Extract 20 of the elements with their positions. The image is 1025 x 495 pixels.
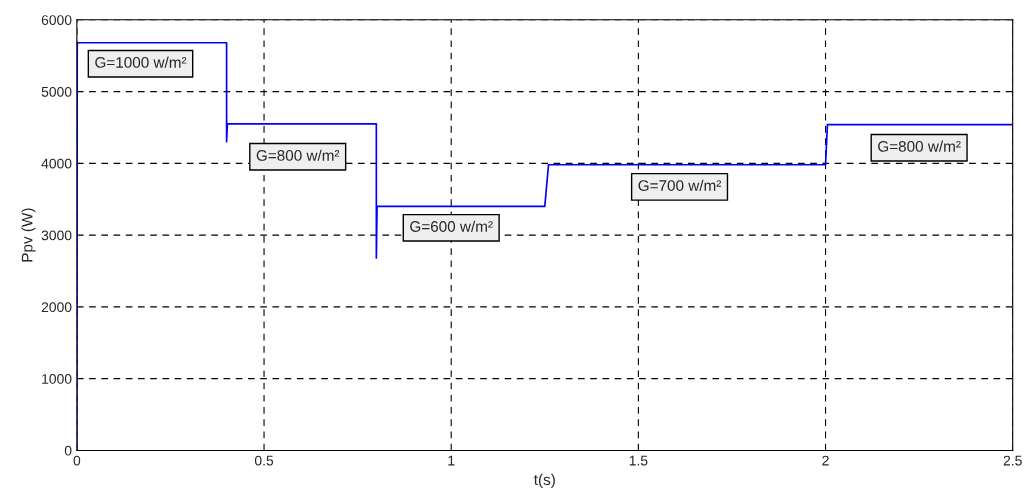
y-tick-label: 1000 bbox=[42, 374, 72, 384]
x-tick-label: 1 bbox=[448, 455, 455, 466]
y-tick-label: 5000 bbox=[41, 86, 72, 97]
y-tick-label: 4000 bbox=[41, 158, 72, 169]
annotation: G=1000 w/m² bbox=[95, 56, 187, 68]
annotation: G=600 w/m² bbox=[410, 220, 493, 232]
annotation: G=800 w/m² bbox=[878, 140, 961, 152]
x-tick-label: 0 bbox=[73, 455, 81, 466]
y-tick-label: 2000 bbox=[41, 302, 72, 313]
x-tick-label: 2 bbox=[822, 455, 829, 466]
y-tick-label: 3000 bbox=[41, 230, 72, 241]
x-tick-label: 0.5 bbox=[254, 455, 274, 466]
annotation: G=700 w/m² bbox=[638, 179, 722, 191]
y-tick-label: 0 bbox=[64, 445, 72, 456]
x-tick-label: 2.5 bbox=[1003, 455, 1022, 466]
y-axis-title: Ppv (W) bbox=[21, 208, 36, 262]
x-axis-title: t(s) bbox=[533, 473, 555, 489]
annotation: G=800 w/m² bbox=[256, 149, 340, 161]
y-tick-label: 6000 bbox=[41, 15, 72, 25]
x-tick-label: 1.5 bbox=[629, 455, 648, 466]
